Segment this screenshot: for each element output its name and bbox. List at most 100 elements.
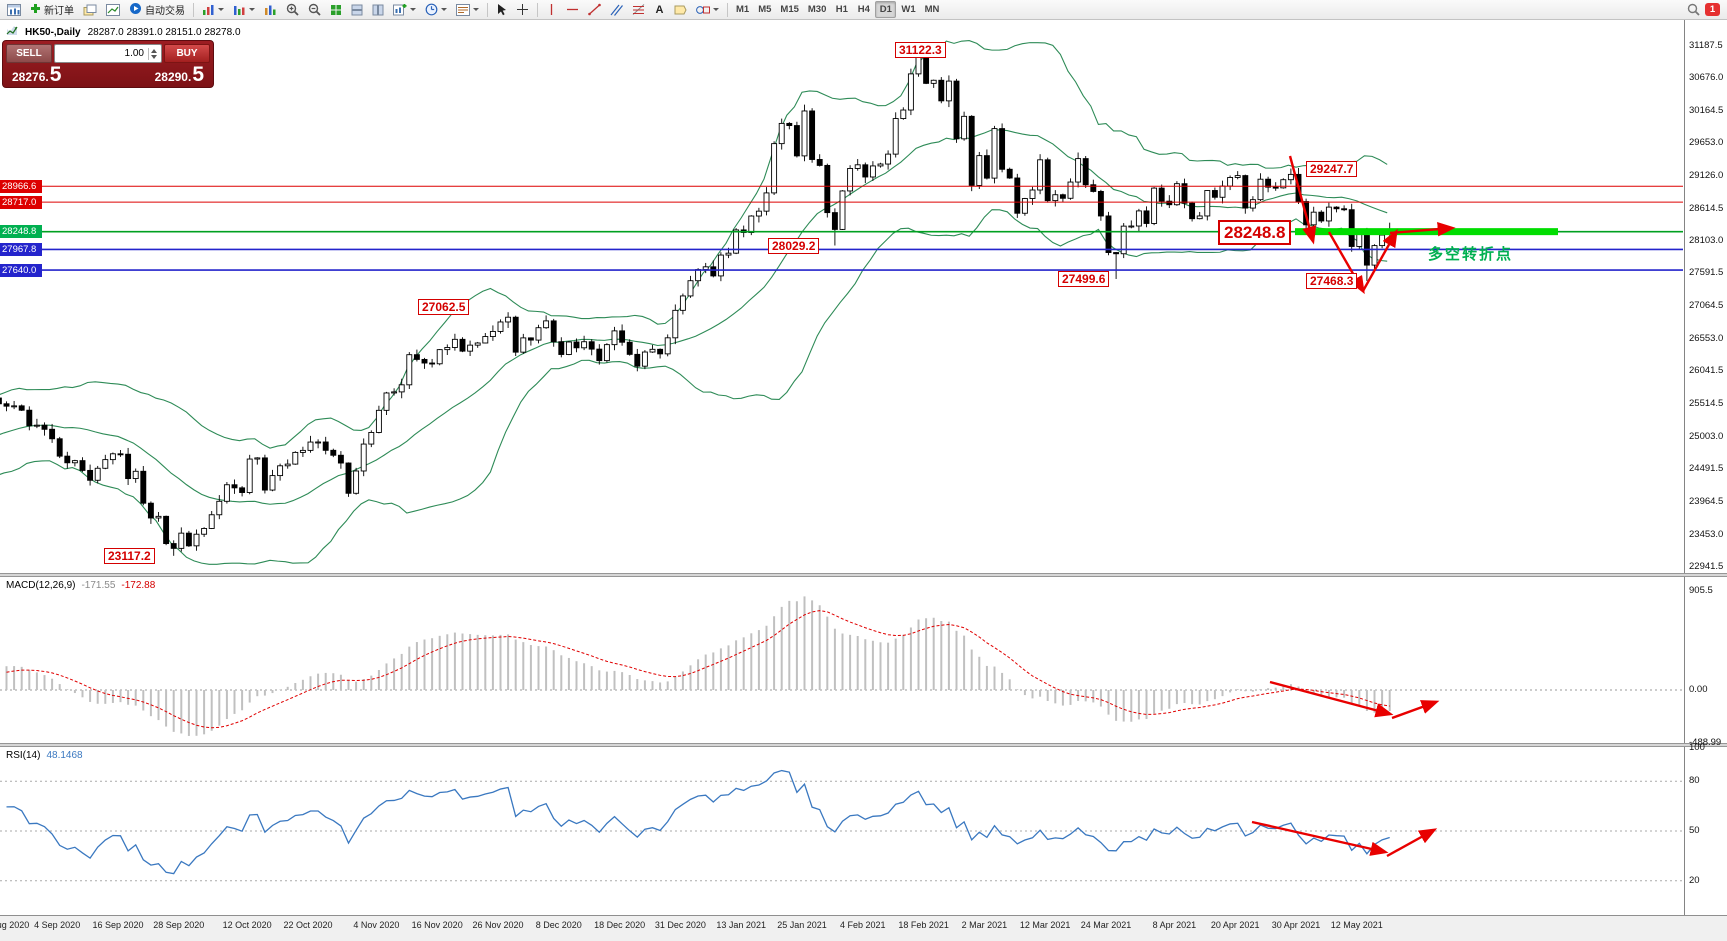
date-label: 12 May 2021 xyxy=(1330,920,1383,930)
spinner-up-icon[interactable] xyxy=(151,48,157,53)
panel-divider[interactable] xyxy=(0,573,1727,577)
sell-price[interactable]: 28276. 5 xyxy=(12,64,61,85)
price-annotation-label[interactable]: 29247.7 xyxy=(1306,160,1358,177)
rsi-name: RSI(14) xyxy=(6,750,41,761)
price-annotation-label[interactable]: 28029.2 xyxy=(768,237,820,254)
volume-field[interactable]: 1.00 xyxy=(54,44,162,63)
highlight-bar[interactable] xyxy=(1295,228,1558,236)
macd-plot xyxy=(0,596,1683,736)
fibonacci-tool-icon[interactable] xyxy=(628,1,649,18)
toolbar-separator xyxy=(537,2,538,17)
spinner-down-icon[interactable] xyxy=(151,54,157,59)
buy-price[interactable]: 28290. 5 xyxy=(155,64,204,85)
price-tick-label: 22941.5 xyxy=(1689,560,1724,572)
vertical-line-tool-icon[interactable] xyxy=(542,1,561,18)
macd-tick-label: -488.99 xyxy=(1689,737,1722,749)
price-tick-label: 23453.0 xyxy=(1689,528,1724,540)
text-tool-glyph: A xyxy=(655,3,664,16)
timeframe-h1-button[interactable]: H1 xyxy=(835,4,848,15)
tile-windows-icon[interactable] xyxy=(326,1,346,18)
crosshair-icon[interactable] xyxy=(512,1,533,18)
volume-value[interactable]: 1.00 xyxy=(124,48,144,59)
new-chart-icon[interactable] xyxy=(389,1,420,18)
date-axis[interactable] xyxy=(0,915,1727,941)
new-order-label: 新订单 xyxy=(44,6,74,17)
turning-point-annotation[interactable]: 多空转折点 xyxy=(1428,246,1514,263)
rsi-tick-label: 50 xyxy=(1689,825,1700,836)
sell-button[interactable]: SELL xyxy=(6,44,52,63)
date-label: 30 Apr 2021 xyxy=(1271,920,1321,930)
tile-vertically-icon[interactable] xyxy=(368,1,388,18)
timeframe-w1-button[interactable]: W1 xyxy=(901,4,916,15)
volume-spinner[interactable] xyxy=(148,47,159,60)
date-label: 18 Dec 2020 xyxy=(594,920,646,930)
search-icon[interactable] xyxy=(1683,1,1704,18)
price-tick-label: 30164.5 xyxy=(1689,104,1724,116)
trendline-tool-icon[interactable] xyxy=(584,1,605,18)
date-label: 24 Mar 2021 xyxy=(1080,920,1132,930)
chart-title-bar: HK50-,Daily 28287.0 28391.0 28151.0 2827… xyxy=(6,25,241,39)
timeframe-m1-button[interactable]: M1 xyxy=(736,4,750,15)
tile-horizontally-icon[interactable] xyxy=(347,1,367,18)
label-tool-icon[interactable] xyxy=(670,1,691,18)
channel-tool-icon[interactable] xyxy=(606,1,627,18)
price-annotation-label[interactable]: 31122.3 xyxy=(895,42,946,59)
toolbar-separator xyxy=(487,2,488,17)
price-tick-label: 27064.5 xyxy=(1689,300,1724,312)
price-annotation-label[interactable]: 28248.8 xyxy=(1218,219,1292,245)
timeframe-h4-button[interactable]: H4 xyxy=(857,4,870,15)
notification-badge[interactable]: 1 xyxy=(1705,3,1720,16)
period-clock-icon[interactable] xyxy=(421,1,451,18)
symbol-chart-icon xyxy=(6,25,18,39)
price-level-badge: 27640.0 xyxy=(0,263,42,277)
objects-list-icon[interactable] xyxy=(260,1,281,18)
shapes-tool-icon[interactable] xyxy=(692,1,723,18)
date-label: 22 Oct 2020 xyxy=(283,920,333,930)
timeframe-m30-button[interactable]: M30 xyxy=(807,4,827,15)
date-label: 12 Oct 2020 xyxy=(222,920,272,930)
rsi-tick-label: 80 xyxy=(1689,775,1700,787)
timeframe-m5-button[interactable]: M5 xyxy=(758,4,772,15)
auto-trading-icon xyxy=(129,2,142,18)
timeframe-d1-button[interactable]: D1 xyxy=(875,1,897,18)
trend-arrows[interactable] xyxy=(1251,155,1456,858)
price-axis[interactable] xyxy=(1684,20,1727,941)
level-lines[interactable] xyxy=(0,185,1683,271)
rsi-tick-label: 100 xyxy=(1689,742,1705,753)
profiles-icon[interactable] xyxy=(79,1,101,18)
date-label: 4 Feb 2021 xyxy=(840,920,886,930)
rsi-plot xyxy=(0,769,1683,882)
price-annotation-label[interactable]: 27499.6 xyxy=(1058,270,1110,287)
price-annotation-label[interactable]: 23117.2 xyxy=(104,547,155,564)
chart-window-icon[interactable] xyxy=(3,1,25,18)
date-label: 4 Sep 2020 xyxy=(34,920,81,930)
price-tick-label: 26041.5 xyxy=(1689,365,1724,377)
date-label: 25 Jan 2021 xyxy=(777,920,827,930)
plus-icon xyxy=(30,3,41,17)
indicator-window-icon[interactable] xyxy=(229,1,259,18)
zoom-out-icon[interactable] xyxy=(304,1,325,18)
date-label: 26 Nov 2020 xyxy=(472,920,524,930)
new-order-button[interactable]: 新订单 xyxy=(26,1,78,18)
price-annotation-label[interactable]: 27468.3 xyxy=(1306,272,1358,289)
date-label: 16 Nov 2020 xyxy=(411,920,463,930)
date-label: 12 Mar 2021 xyxy=(1019,920,1071,930)
cursor-icon[interactable] xyxy=(492,1,511,18)
price-tick-label: 31187.5 xyxy=(1689,40,1723,51)
panel-divider[interactable] xyxy=(0,743,1727,747)
horizontal-line-tool-icon[interactable] xyxy=(562,1,583,18)
ohlc-values: 28287.0 28391.0 28151.0 28278.0 xyxy=(87,26,241,38)
timeframe-mn-button[interactable]: MN xyxy=(924,4,940,15)
macd-main-value: -171.55 xyxy=(81,580,116,591)
timeframe-m15-button[interactable]: M15 xyxy=(780,4,799,15)
price-annotation-label[interactable]: 27062.5 xyxy=(418,298,470,315)
zoom-in-icon[interactable] xyxy=(282,1,303,18)
chart-shift-icon[interactable] xyxy=(102,1,124,18)
text-tool-icon[interactable]: A xyxy=(650,1,669,18)
buy-button[interactable]: BUY xyxy=(164,44,210,63)
auto-trading-button[interactable]: 自动交易 xyxy=(125,1,189,18)
date-label: 13 Jan 2021 xyxy=(716,920,766,930)
indicators-list-icon[interactable] xyxy=(198,1,228,18)
chart-template-icon[interactable] xyxy=(452,1,483,18)
